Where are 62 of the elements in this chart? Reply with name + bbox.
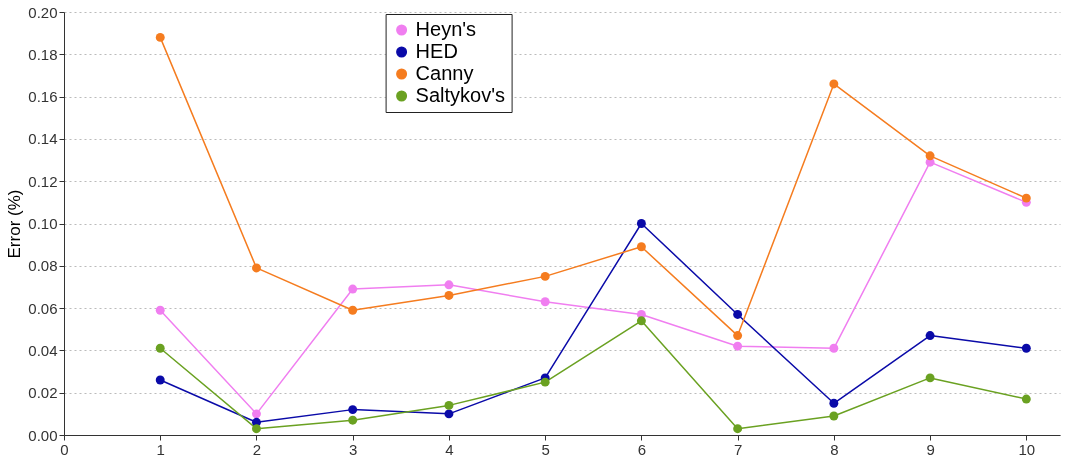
y-tick-label: 0.18 bbox=[28, 45, 58, 63]
y-tick-label: 0.04 bbox=[28, 341, 58, 359]
point bbox=[348, 415, 358, 425]
point bbox=[348, 284, 358, 294]
point bbox=[540, 297, 550, 307]
x-tick-label: 8 bbox=[830, 440, 839, 458]
point bbox=[925, 331, 935, 341]
x-tick-label: 5 bbox=[541, 440, 550, 458]
point bbox=[444, 290, 454, 300]
point bbox=[925, 151, 935, 161]
point bbox=[636, 316, 646, 326]
point bbox=[733, 341, 743, 351]
y-tick-label: 0.02 bbox=[28, 384, 58, 402]
point bbox=[540, 271, 550, 281]
legend-label: HED bbox=[415, 40, 458, 62]
legend-label: Canny bbox=[415, 62, 474, 84]
y-tick-label: 0.14 bbox=[28, 130, 58, 148]
point bbox=[251, 263, 261, 273]
point bbox=[155, 305, 165, 315]
point bbox=[155, 375, 165, 385]
y-tick-label: 0.16 bbox=[28, 88, 58, 106]
x-tick-label: 10 bbox=[1018, 440, 1036, 458]
point bbox=[251, 409, 261, 419]
y-axis-title: Error (%) bbox=[5, 189, 25, 259]
legend-label: Saltykov's bbox=[415, 84, 506, 106]
point bbox=[155, 343, 165, 353]
point bbox=[829, 79, 839, 89]
point bbox=[348, 405, 358, 415]
legend-label: Heyn's bbox=[415, 18, 477, 40]
point bbox=[829, 411, 839, 421]
x-tick-label: 7 bbox=[733, 440, 743, 458]
point bbox=[1021, 343, 1031, 353]
point bbox=[444, 400, 454, 410]
x-tick-label: 0 bbox=[60, 440, 69, 458]
point bbox=[636, 219, 646, 228]
point bbox=[251, 424, 261, 434]
y-tick-label: 0.06 bbox=[28, 299, 58, 317]
point bbox=[1021, 193, 1031, 203]
point bbox=[829, 398, 839, 408]
point bbox=[540, 377, 550, 387]
point bbox=[636, 242, 646, 252]
y-tick-label: 0.00 bbox=[28, 426, 58, 444]
point bbox=[733, 309, 743, 319]
point bbox=[733, 331, 743, 341]
y-tick-label: 0.12 bbox=[28, 172, 58, 190]
y-tick-label: 0.10 bbox=[28, 215, 58, 232]
y-tick-label: 0.20 bbox=[28, 3, 58, 21]
x-tick-label: 2 bbox=[252, 440, 262, 458]
point bbox=[829, 343, 839, 353]
point bbox=[925, 373, 935, 383]
x-tick-label: 9 bbox=[926, 440, 935, 458]
x-tick-label: 1 bbox=[156, 440, 165, 458]
x-tick-label: 6 bbox=[637, 440, 647, 458]
point bbox=[444, 280, 454, 290]
y-tick-label: 0.08 bbox=[28, 257, 58, 275]
point bbox=[444, 409, 454, 419]
point bbox=[348, 305, 358, 315]
point bbox=[155, 32, 165, 42]
x-tick-label: 4 bbox=[445, 440, 454, 458]
x-tick-label: 3 bbox=[349, 440, 358, 458]
point bbox=[1021, 394, 1031, 404]
point bbox=[733, 424, 743, 434]
